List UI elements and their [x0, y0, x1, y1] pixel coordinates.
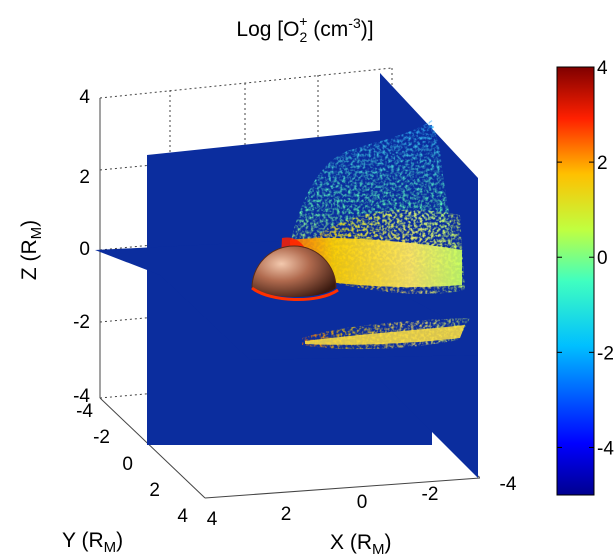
x-tick-label: 0 [357, 492, 368, 513]
x-axis: 4 2 0 -2 -4 X (RM) [207, 474, 517, 558]
z-tick-label: 0 [79, 239, 90, 260]
y-tick-label: 4 [177, 506, 188, 527]
x-tick-label: 2 [281, 504, 292, 525]
z-tick-label: -4 [73, 386, 90, 407]
chart-title: Log [O2+ (cm-3)] [236, 13, 373, 45]
y-tick-label: 0 [122, 454, 133, 475]
x-tick-label: -2 [422, 484, 439, 505]
z-tick-label: -2 [73, 312, 90, 333]
colorbar-tick-label: 0 [597, 248, 608, 269]
y-axis: -4 -2 0 2 4 Y (RM) [62, 401, 188, 556]
planet [251, 245, 339, 301]
y-tick-label: 2 [149, 480, 160, 501]
x-tick-label: -4 [500, 474, 517, 495]
z-tick-label: 4 [79, 87, 90, 108]
y-tick-label: -2 [93, 427, 110, 448]
z-axis-label: Z (RM) [18, 220, 45, 280]
y-axis-label: Y (RM) [62, 529, 123, 556]
y-tick-label: -4 [76, 401, 93, 422]
z-axis: 4 2 0 -2 -4 Z (RM) [18, 87, 90, 407]
colorbar-gradient [556, 66, 595, 496]
z-tick-label: 2 [79, 167, 90, 188]
colorbar-tick-label: -4 [597, 438, 614, 459]
colorbar-tick-label: -2 [597, 343, 614, 364]
colorbar-tick-label: 4 [597, 58, 608, 79]
colorbar-tick-label: 2 [597, 153, 608, 174]
colorbar: 4 2 0 -2 -4 [556, 58, 614, 496]
x-axis-label: X (RM) [330, 531, 392, 558]
x-tick-label: 4 [207, 509, 218, 530]
